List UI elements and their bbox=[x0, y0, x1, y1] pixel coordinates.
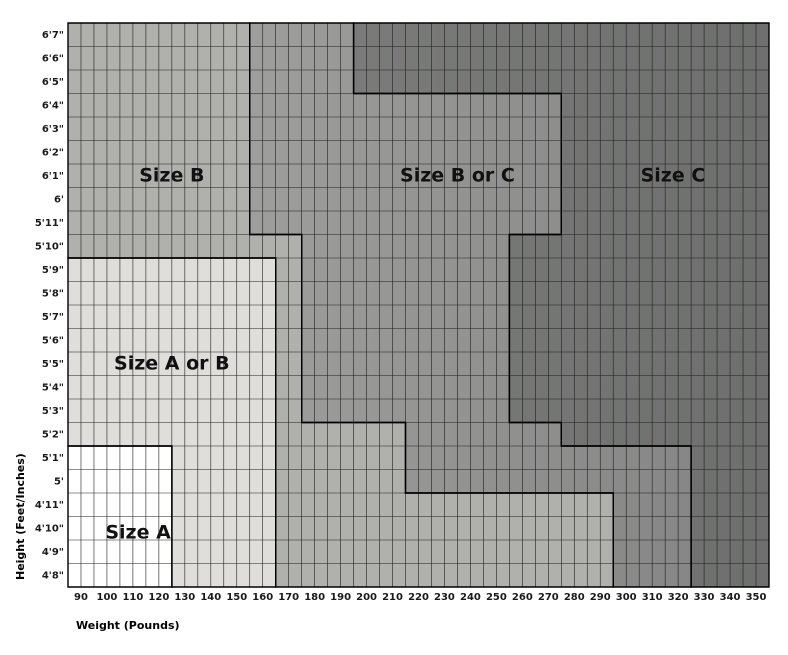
y-tick-label: 4'11" bbox=[35, 500, 64, 511]
x-tick-label: 110 bbox=[122, 592, 143, 603]
x-tick-label: 350 bbox=[746, 592, 767, 603]
y-tick-label: 5' bbox=[54, 476, 64, 487]
y-tick-label: 5'11" bbox=[35, 218, 64, 229]
y-tick-label: 5'7" bbox=[42, 312, 64, 323]
region-label-size-c: Size C bbox=[641, 164, 706, 186]
x-tick-label: 130 bbox=[174, 592, 195, 603]
x-tick-label: 230 bbox=[434, 592, 455, 603]
x-tick-labels: 90 100 110 120 130 140 150 160 170 180 190 200 210 22… bbox=[74, 592, 766, 603]
y-tick-label: 6'7" bbox=[42, 30, 64, 41]
x-tick-label: 210 bbox=[382, 592, 403, 603]
y-tick-label: 6'2" bbox=[42, 147, 64, 158]
y-axis-title: Height (Feet/Inches) bbox=[14, 453, 27, 580]
x-tick-label: 90 bbox=[74, 592, 88, 603]
region-label-size-a: Size A bbox=[105, 521, 171, 543]
x-tick-label: 200 bbox=[356, 592, 377, 603]
x-tick-label: 250 bbox=[486, 592, 507, 603]
y-tick-label: 6'5" bbox=[42, 77, 64, 88]
x-tick-label: 260 bbox=[512, 592, 533, 603]
y-tick-label: 4'8" bbox=[42, 570, 64, 581]
x-tick-label: 310 bbox=[642, 592, 663, 603]
y-tick-label: 6'3" bbox=[42, 124, 64, 135]
x-tick-label: 150 bbox=[226, 592, 247, 603]
y-tick-label: 5'3" bbox=[42, 406, 64, 417]
y-tick-label: 4'10" bbox=[35, 523, 64, 534]
y-tick-label: 5'10" bbox=[35, 241, 64, 252]
y-tick-labels: 4'8" 4'9" 4'10" 4'11" 5' 5'1" 5'2" 5'3" 5'4" 5'5"… bbox=[35, 30, 64, 582]
region-label-size-a-or-b: Size A or B bbox=[114, 352, 230, 374]
y-tick-label: 5'6" bbox=[42, 335, 64, 346]
x-tick-label: 270 bbox=[538, 592, 559, 603]
y-tick-label: 6' bbox=[54, 194, 64, 205]
x-tick-label: 280 bbox=[564, 592, 585, 603]
y-tick-label: 5'9" bbox=[42, 265, 64, 276]
x-tick-label: 120 bbox=[148, 592, 169, 603]
y-tick-label: 5'1" bbox=[42, 453, 64, 464]
x-tick-label: 170 bbox=[278, 592, 299, 603]
x-tick-label: 190 bbox=[330, 592, 351, 603]
region-label-size-b: Size B bbox=[139, 164, 204, 186]
y-tick-label: 5'5" bbox=[42, 359, 64, 370]
x-tick-label: 330 bbox=[694, 592, 715, 603]
y-tick-label: 6'6" bbox=[42, 53, 64, 64]
x-tick-label: 290 bbox=[590, 592, 611, 603]
x-tick-label: 160 bbox=[252, 592, 273, 603]
x-tick-label: 320 bbox=[668, 592, 689, 603]
x-tick-label: 240 bbox=[460, 592, 481, 603]
y-tick-label: 5'4" bbox=[42, 382, 64, 393]
y-tick-label: 6'4" bbox=[42, 100, 64, 111]
region-label-size-b-or-c: Size B or C bbox=[400, 164, 515, 186]
region-labels-layer: Size A Size A or B Size B Size B or C Size C bbox=[105, 164, 705, 543]
y-tick-label: 6'1" bbox=[42, 171, 64, 182]
y-tick-label: 4'9" bbox=[42, 547, 64, 558]
y-tick-label: 5'8" bbox=[42, 288, 64, 299]
region-borders-layer bbox=[67, 22, 770, 588]
x-tick-label: 140 bbox=[200, 592, 221, 603]
region-border-size-c bbox=[352, 22, 770, 588]
x-tick-label: 300 bbox=[616, 592, 637, 603]
x-tick-label: 100 bbox=[97, 592, 118, 603]
x-tick-label: 180 bbox=[304, 592, 325, 603]
y-tick-label: 5'2" bbox=[42, 429, 64, 440]
x-tick-label: 340 bbox=[720, 592, 741, 603]
x-tick-label: 220 bbox=[408, 592, 429, 603]
grid-layer bbox=[67, 22, 770, 588]
x-axis-title: Weight (Pounds) bbox=[76, 619, 180, 632]
